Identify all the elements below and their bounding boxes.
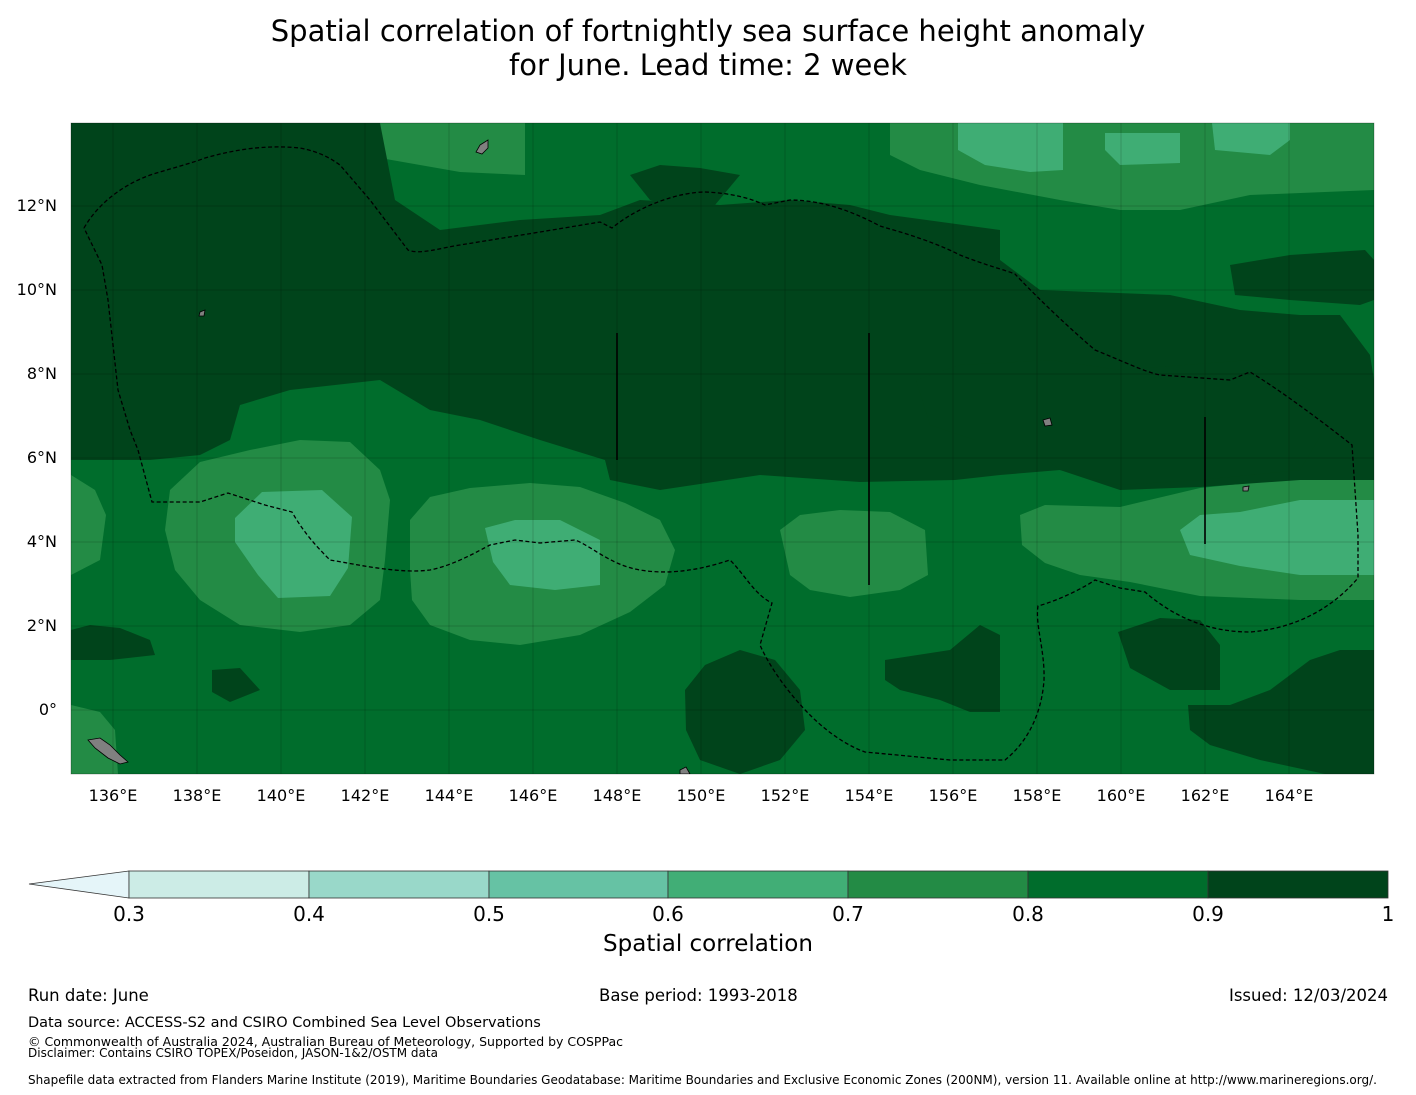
island-small-1 <box>1042 417 1053 427</box>
colorbar-tick-0-4: 0.4 <box>293 902 325 926</box>
title-line-2: for June. Lead time: 2 week <box>509 48 907 82</box>
lon-tick-158e: 158°E <box>1012 786 1062 805</box>
lon-tick-138e: 138°E <box>172 786 222 805</box>
colorbar-extend-arrow <box>28 870 130 899</box>
colorbar-bin-0-7 <box>847 870 1029 899</box>
issued-date: Issued: 12/03/2024 <box>1228 986 1388 1005</box>
colorbar-label: Spatial correlation <box>603 931 813 957</box>
colorbar-tick-0-7: 0.7 <box>832 902 864 926</box>
map-frame <box>70 122 1375 775</box>
data-source: Data source: ACCESS-S2 and CSIRO Combine… <box>28 1015 541 1031</box>
island-new-guinea-tip <box>87 737 129 765</box>
title-line-1: Spatial correlation of fortnightly sea s… <box>270 14 1146 48</box>
lat-tick-0: 0° <box>38 700 57 719</box>
lon-tick-164e: 164°E <box>1264 786 1314 805</box>
lat-tick-8n: 8°N <box>26 364 57 383</box>
colorbar-bin-0-4 <box>308 870 490 899</box>
colorbar-tick-0-8: 0.8 <box>1012 902 1044 926</box>
eez-boundary <box>83 146 1359 761</box>
lon-tick-142e: 142°E <box>340 786 390 805</box>
colorbar-tick-0-3: 0.3 <box>113 902 145 926</box>
lon-tick-154e: 154°E <box>844 786 894 805</box>
colorbar-bin-0-8 <box>1027 870 1209 899</box>
lon-tick-140e: 140°E <box>256 786 306 805</box>
lon-tick-144e: 144°E <box>424 786 474 805</box>
chart-title: Spatial correlation of fortnightly sea s… <box>0 14 1416 82</box>
colorbar-tick-0-9: 0.9 <box>1192 902 1224 926</box>
colorbar-bin-0-5 <box>488 870 669 899</box>
disclaimer: Disclaimer: Contains CSIRO TOPEX/Poseido… <box>28 1046 438 1060</box>
lon-tick-136e: 136°E <box>88 786 138 805</box>
lat-tick-4n: 4°N <box>26 532 57 551</box>
meridian-markers <box>616 333 1206 585</box>
lat-tick-6n: 6°N <box>26 448 57 467</box>
island-small-3 <box>679 766 691 774</box>
lon-tick-152e: 152°E <box>760 786 810 805</box>
colorbar-bin-0-6 <box>667 870 849 899</box>
correlation-map <box>70 122 1375 775</box>
island-guam <box>475 139 489 155</box>
colorbar-tick-1: 1 <box>1381 902 1395 926</box>
colorbar-tick-0-6: 0.6 <box>652 902 684 926</box>
region-corr-0-6-0-7 <box>235 123 1374 598</box>
lat-tick-12n: 12°N <box>16 196 57 215</box>
lon-tick-148e: 148°E <box>592 786 642 805</box>
lat-tick-2n: 2°N <box>26 616 57 635</box>
land-masses <box>87 139 1250 774</box>
colorbar-bin-0-9 <box>1207 870 1389 899</box>
copyright: © Commonwealth of Australia 2024, Austra… <box>28 1034 623 1049</box>
shapefile-credit: Shapefile data extracted from Flanders M… <box>28 1073 1377 1087</box>
run-date: Run date: June <box>28 986 149 1005</box>
lon-tick-146e: 146°E <box>508 786 558 805</box>
colorbar-tick-0-5: 0.5 <box>473 902 505 926</box>
island-small-2 <box>1242 485 1250 492</box>
lon-tick-160e: 160°E <box>1096 786 1146 805</box>
region-corr-0-9-1 <box>71 123 1374 774</box>
island-small-4 <box>198 309 206 317</box>
base-period: Base period: 1993-2018 <box>599 986 798 1005</box>
lon-tick-162e: 162°E <box>1180 786 1230 805</box>
colorbar-bin-0-3 <box>128 870 310 899</box>
map-gridlines <box>71 123 1374 774</box>
lon-tick-150e: 150°E <box>676 786 726 805</box>
lat-tick-10n: 10°N <box>16 280 57 299</box>
lon-tick-156e: 156°E <box>928 786 978 805</box>
